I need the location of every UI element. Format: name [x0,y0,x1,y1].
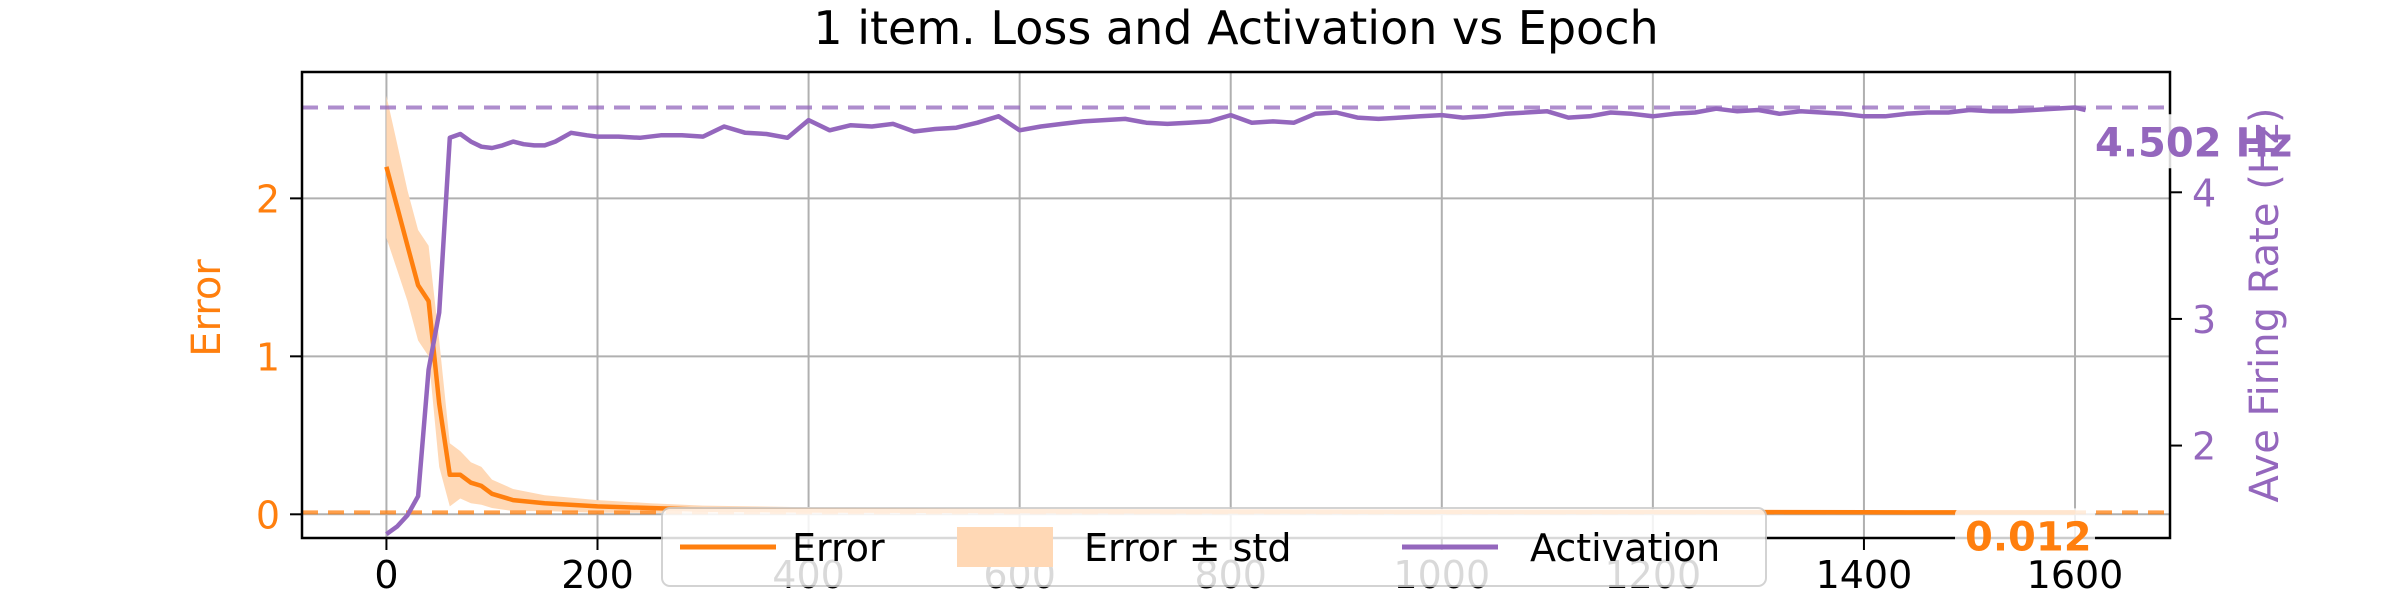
annotation-background [2085,114,2306,169]
legend-label: Activation [1530,526,1720,570]
x-tick-label: 200 [561,553,634,597]
y-tick-label-right: 4 [2192,171,2216,215]
legend-label: Error ± std [1084,526,1291,570]
y-axis-label-right: Ave Firing Rate (Hz) [2242,108,2288,503]
y-axis-label-left: Error [184,259,230,357]
legend-swatch [957,527,1053,567]
legend-label: Error [792,526,885,570]
y-tick-label-right: 2 [2192,425,2216,469]
chart-title: 1 item. Loss and Activation vs Epoch [813,1,1658,55]
y-tick-label-left: 2 [256,177,280,221]
series-line-activation [385,105,2087,537]
legend-box [661,507,1767,587]
x-tick-label: 1600 [2027,553,2124,597]
legend: Error Error ± std Activation [661,507,1767,587]
y-tick-label-left: 1 [256,335,280,379]
annotations: 4.502 Hz 0.012 [1955,114,2306,561]
annotation-error-value: 0.012 [1965,514,2092,560]
y-tick-label-right: 3 [2192,298,2216,342]
annotation-activation-value: 4.502 Hz [2095,120,2292,166]
x-tick-label: 1400 [1816,553,1913,597]
y-tick-label-left: 0 [256,493,280,537]
annotation-background [1955,508,2096,561]
x-tick-label: 0 [374,553,398,597]
